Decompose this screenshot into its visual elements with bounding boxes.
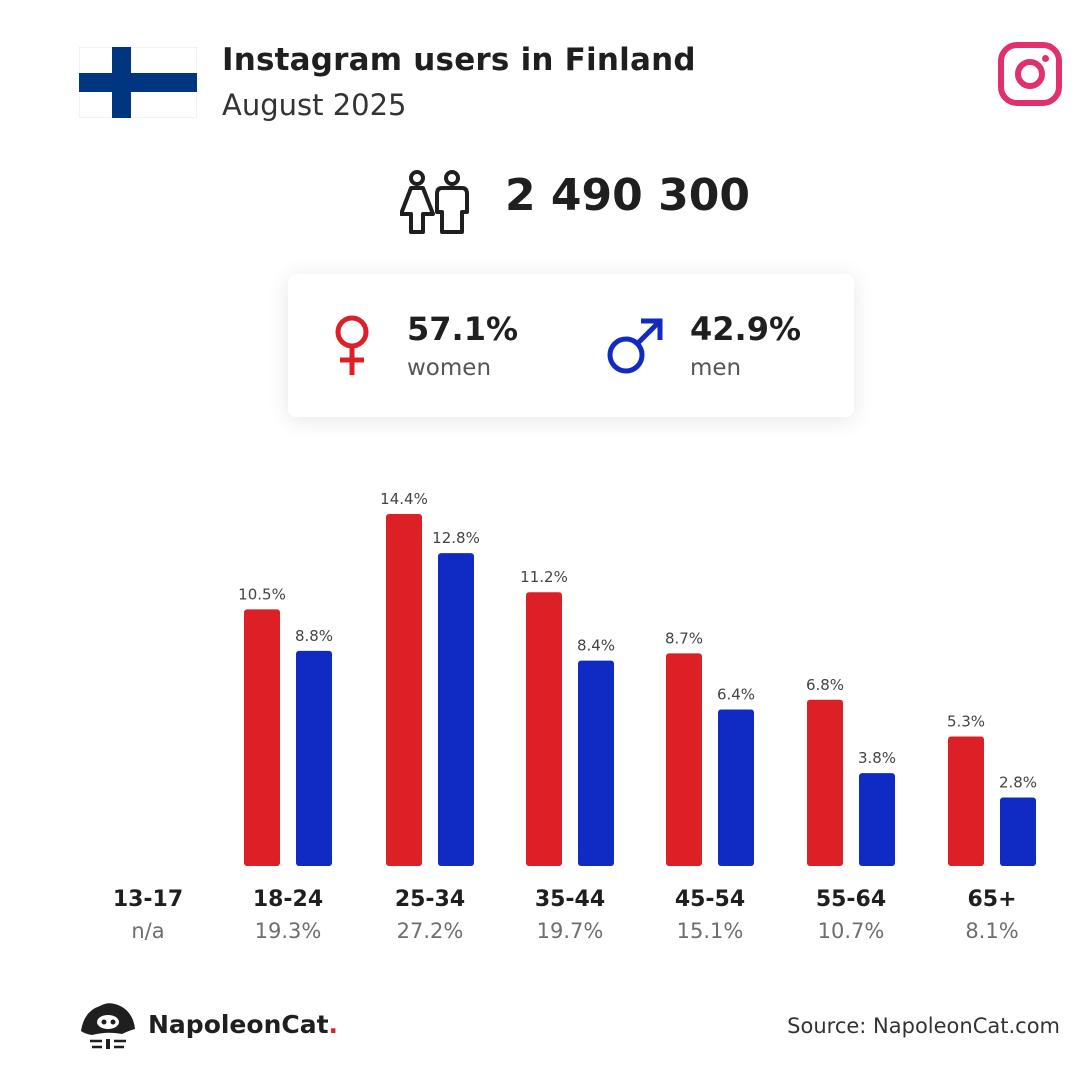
share-label-65+: 8.1%: [965, 919, 1018, 943]
category-label-55-64: 55-64: [816, 887, 886, 912]
brand-name: NapoleonCat.: [148, 1010, 339, 1039]
value-label-men-65+: 2.8%: [999, 774, 1037, 792]
source-text: Source: NapoleonCat.com: [787, 1014, 1060, 1038]
men-percentage: 42.9%: [690, 310, 802, 348]
gender-card: [288, 274, 854, 417]
value-label-women-25-34: 14.4%: [380, 490, 428, 508]
bar-women-25-34: [386, 514, 422, 866]
category-label-25-34: 25-34: [395, 887, 465, 912]
value-label-men-25-34: 12.8%: [432, 529, 480, 547]
category-label-18-24: 18-24: [253, 887, 323, 912]
value-label-women-65+: 5.3%: [947, 712, 985, 730]
category-label-35-44: 35-44: [535, 887, 605, 912]
share-label-18-24: 19.3%: [255, 919, 322, 943]
category-label-45-54: 45-54: [675, 887, 745, 912]
bar-men-45-54: [718, 709, 754, 866]
share-label-45-54: 15.1%: [677, 919, 744, 943]
bar-men-55-64: [859, 773, 895, 866]
share-label-13-17: n/a: [131, 919, 164, 943]
bar-men-18-24: [296, 650, 332, 866]
value-label-men-18-24: 8.8%: [295, 627, 333, 645]
category-label-65+: 65+: [967, 887, 1016, 912]
napoleoncat-logo-icon: [81, 1003, 135, 1049]
share-label-55-64: 10.7%: [818, 919, 885, 943]
women-label: women: [407, 355, 492, 381]
users-icon: [400, 170, 469, 234]
page-title: Instagram users in Finland: [222, 42, 696, 78]
page-subtitle: August 2025: [222, 88, 407, 122]
bar-men-35-44: [578, 660, 614, 866]
value-label-women-45-54: 8.7%: [665, 629, 703, 647]
bar-women-45-54: [666, 653, 702, 866]
value-label-women-18-24: 10.5%: [238, 585, 286, 603]
total-users: 2 490 300: [505, 170, 750, 221]
male-icon: [607, 318, 663, 374]
value-label-men-45-54: 6.4%: [717, 686, 755, 704]
category-label-13-17: 13-17: [113, 887, 183, 912]
instagram-icon: [998, 42, 1062, 106]
value-label-men-55-64: 3.8%: [858, 749, 896, 767]
finland-flag-icon: [79, 47, 197, 118]
bar-women-55-64: [807, 699, 843, 866]
value-label-men-35-44: 8.4%: [577, 637, 615, 655]
share-label-25-34: 27.2%: [397, 919, 464, 943]
bar-men-65+: [1000, 797, 1036, 866]
female-icon: [335, 315, 369, 375]
value-label-women-55-64: 6.8%: [806, 676, 844, 694]
bar-women-35-44: [526, 592, 562, 866]
share-label-35-44: 19.7%: [537, 919, 604, 943]
bar-women-18-24: [244, 609, 280, 866]
bar-men-25-34: [438, 553, 474, 866]
bar-women-65+: [948, 736, 984, 866]
men-label: men: [690, 355, 742, 381]
value-label-women-35-44: 11.2%: [520, 568, 568, 586]
women-percentage: 57.1%: [407, 310, 519, 348]
